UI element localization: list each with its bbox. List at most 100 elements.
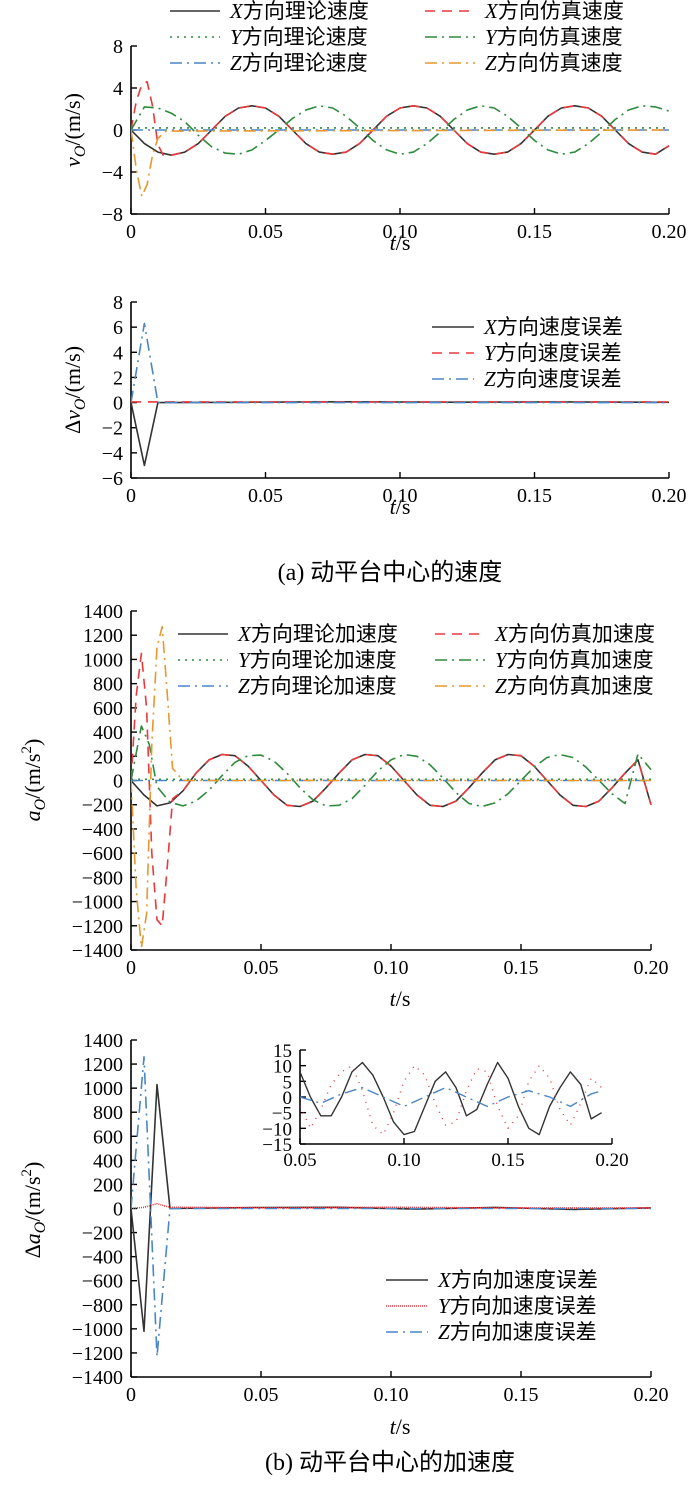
x-tick-label: 0.10 [387, 1150, 420, 1171]
y-tick-label: 8 [113, 36, 123, 58]
series-accerr-2 [131, 1056, 651, 1358]
inset-background [300, 1050, 612, 1144]
y-tick-label: −2 [102, 418, 123, 440]
x-axis-label: t/s [390, 494, 411, 519]
x-tick-label: 0 [126, 957, 136, 979]
y-tick-label: −400 [82, 1247, 123, 1269]
y-tick-label: 200 [93, 746, 123, 768]
y-tick-label: 600 [93, 698, 123, 720]
y-axis-label: aO/(m/s2) [19, 739, 49, 822]
legend-accerr-0: X方向加速度误差 [437, 1268, 598, 1292]
x-tick-label: 0 [126, 485, 136, 507]
y-tick-label: −800 [82, 1295, 123, 1317]
x-axis-label: t/s [390, 230, 411, 255]
y-tick-label: 4 [113, 342, 123, 364]
y-tick-label: 400 [93, 1150, 123, 1172]
y-tick-label: 8 [113, 292, 123, 314]
y-tick-label: 5 [283, 1072, 293, 1093]
y-tick-label: 0 [113, 120, 123, 142]
plot-accerr: 0 0.05 0.10 0.15 0.2014001200100080060040020… [72, 1030, 669, 1406]
legend-vel-5: Z方向仿真速度 [485, 51, 623, 75]
series-vel-1 [131, 80, 670, 156]
y-tick-label: −1400 [72, 940, 123, 962]
legend-velerr-0: X方向速度误差 [483, 315, 623, 339]
legend-accerr-1: Y方向加速度误差 [438, 1294, 597, 1318]
x-axis-label: t/s [390, 1414, 411, 1439]
x-tick-label: 0.20 [595, 1150, 628, 1171]
legend-acc-1: X方向仿真加速度 [494, 622, 655, 646]
y-tick-label: 2 [113, 367, 123, 389]
legend-acc-4: Z方向理论加速度 [238, 674, 397, 698]
x-tick-label: 0.20 [634, 1384, 669, 1406]
series-accerr-inset-0 [300, 1061, 602, 1136]
caption-a: (a) 动平台中心的速度 [278, 559, 503, 586]
x-tick-label: 0.10 [374, 1384, 409, 1406]
y-tick-label: −800 [82, 867, 123, 889]
y-tick-label: −4 [102, 443, 123, 465]
y-tick-label: 1000 [83, 1078, 123, 1100]
y-tick-label: 1000 [83, 649, 123, 671]
y-tick-label: −15 [262, 1135, 292, 1156]
x-tick-label: 0.15 [491, 1150, 524, 1171]
y-tick-label: 15 [273, 1041, 292, 1062]
y-tick-label: 1200 [83, 1054, 123, 1076]
x-tick-label: 0.20 [652, 221, 687, 243]
legend-acc-5: Z方向仿真加速度 [495, 674, 654, 698]
series-velerr-2 [131, 322, 669, 404]
x-tick-label: 0.15 [517, 221, 552, 243]
y-tick-label: −200 [82, 795, 123, 817]
caption-b: (b) 动平台中心的加速度 [265, 1449, 515, 1476]
y-tick-label: −8 [102, 204, 123, 226]
x-tick-label: 0.05 [248, 485, 283, 507]
x-tick-label: 0.10 [383, 485, 418, 507]
y-tick-label: 0 [113, 1199, 123, 1221]
x-tick-label: 0.05 [244, 1384, 279, 1406]
y-tick-label: −4 [102, 162, 123, 184]
legend-vel-2: Y方向理论速度 [230, 25, 368, 49]
y-tick-label: 0 [113, 393, 123, 415]
y-tick-label: 200 [93, 1174, 123, 1196]
plot-vel: 0 0.05 0.10 0.15 0.20 −8 −4 0 4 8 [102, 36, 687, 243]
legend-vel-3: Y方向仿真速度 [485, 25, 623, 49]
y-tick-label: −1200 [72, 1343, 123, 1365]
y-tick-label: −1000 [72, 892, 123, 914]
y-tick-label: −1000 [72, 1319, 123, 1341]
y-tick-label: −6 [102, 468, 123, 490]
y-tick-label: −600 [82, 843, 123, 865]
x-tick-label: 0.15 [504, 957, 539, 979]
series-accerr-1 [131, 1202, 651, 1210]
legend-acc-3: Y方向仿真加速度 [495, 648, 654, 672]
legend-vel-1: X方向仿真速度 [484, 0, 624, 23]
x-tick-label: 0.20 [634, 957, 669, 979]
y-tick-label: 0 [283, 1088, 293, 1109]
y-tick-label: −600 [82, 1271, 123, 1293]
x-tick-label: 0.10 [374, 957, 409, 979]
series-acc-3 [131, 725, 652, 808]
y-tick-label: 10 [273, 1057, 292, 1078]
series-vel-5 [131, 129, 670, 197]
y-axis-label: ΔvO/(m/s) [60, 346, 89, 434]
y-tick-label: 800 [93, 1102, 123, 1124]
y-tick-label: −1200 [72, 916, 123, 938]
legend-vel-4: Z方向理论速度 [230, 51, 368, 75]
x-tick-label: 0.15 [517, 485, 552, 507]
series-vel-3 [131, 105, 670, 155]
y-tick-label: −10 [262, 1119, 292, 1140]
series-velerr-0 [131, 401, 670, 467]
legend-vel-0: X方向理论速度 [229, 0, 369, 23]
legend-acc-2: Y方向理论加速度 [238, 648, 397, 672]
x-axis-label: t/s [390, 986, 411, 1011]
y-tick-label: 0 [113, 771, 123, 793]
series-accerr-inset-2 [300, 1086, 602, 1108]
y-tick-label: −1400 [72, 1367, 123, 1389]
y-tick-label: 1400 [83, 601, 123, 623]
y-tick-label: 4 [113, 78, 123, 100]
plot-velerr: 0 0.05 0.10 0.15 0.20 −6 −4 −2 0 2 4 6 8 [102, 292, 687, 507]
legend-velerr-2: Z方向速度误差 [484, 367, 622, 391]
legend-velerr-1: Y方向速度误差 [484, 341, 622, 365]
x-tick-label: 0 [126, 1384, 136, 1406]
x-tick-label: 0.05 [244, 957, 279, 979]
y-tick-label: 400 [93, 722, 123, 744]
